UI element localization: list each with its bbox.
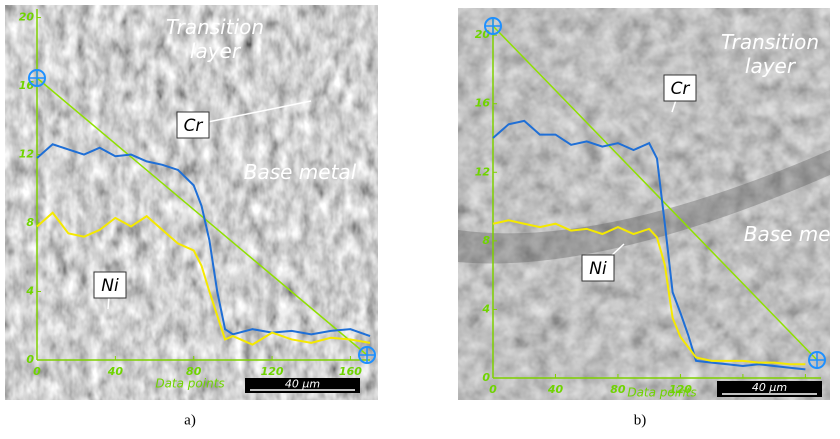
x-tick-label: 0	[489, 383, 497, 396]
annotation: Transition layer	[145, 15, 285, 75]
legend-label: Cr	[671, 79, 691, 99]
y-tick-label: 4	[25, 285, 34, 298]
x-axis-label: Data points	[627, 386, 696, 400]
y-tick-label: 4	[481, 302, 490, 315]
y-tick-label: 20	[475, 28, 491, 41]
legend-label: Ni	[589, 259, 607, 279]
y-tick-label: 8	[26, 216, 34, 229]
x-tick-label: 160	[339, 365, 362, 378]
annotation: Transition layer	[700, 30, 840, 90]
x-tick-label: 80	[610, 383, 626, 396]
x-tick-label: 120	[261, 365, 284, 378]
scale-bar-label: 40 μm	[285, 378, 320, 391]
legend-label: Ni	[101, 276, 119, 296]
y-tick-label: 12	[475, 165, 491, 178]
y-tick-label: 16	[19, 79, 35, 92]
x-tick-label: 40	[107, 365, 124, 378]
y-tick-label: 0	[26, 353, 34, 366]
y-tick-label: 16	[475, 97, 491, 110]
y-tick-label: 12	[19, 148, 35, 161]
x-tick-label: 0	[33, 365, 41, 378]
scale-bar-label: 40 μm	[752, 381, 787, 394]
x-axis-label: Data points	[155, 377, 224, 391]
y-tick-label: 20	[19, 11, 35, 24]
annotation-text: Transition layer	[700, 30, 840, 78]
panel-caption: b)	[634, 412, 647, 428]
legend-label: Cr	[184, 116, 204, 136]
x-tick-label: 40	[547, 383, 564, 396]
y-tick-label: 8	[482, 234, 490, 247]
annotation: Base metal	[240, 160, 360, 220]
figure: 04080120160048121620CrNiTransition layer…	[0, 0, 840, 435]
annotation: Base metal	[740, 222, 840, 282]
annotation-text: Base metal	[740, 222, 840, 246]
panel-caption: a)	[184, 412, 196, 428]
annotation-text: Transition layer	[145, 15, 285, 63]
y-tick-label: 0	[482, 371, 490, 384]
annotation-text: Base metal	[240, 160, 360, 184]
